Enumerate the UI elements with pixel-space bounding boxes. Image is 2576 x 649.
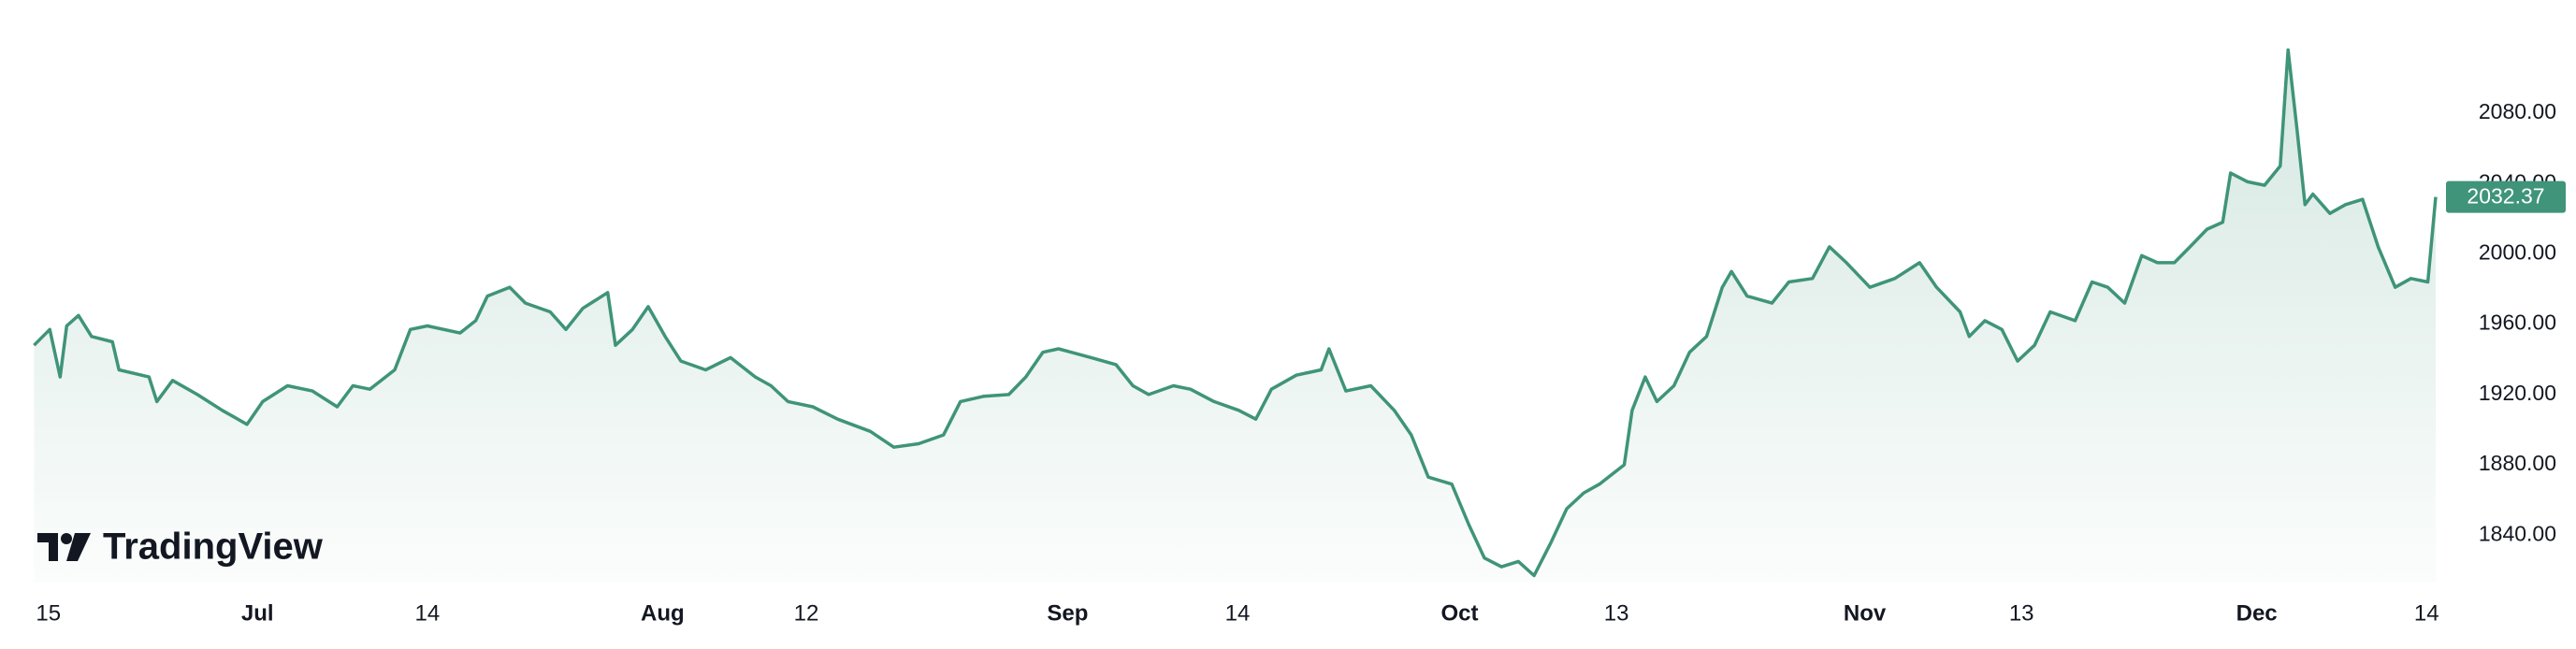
y-tick-label: 1960.00 (2479, 310, 2556, 335)
logo-text: TradingView (103, 526, 324, 568)
price-line (33, 48, 2438, 578)
x-tick-label: Sep (1047, 600, 1088, 626)
plot-area (33, 48, 2438, 583)
y-tick-label: 1880.00 (2479, 451, 2556, 475)
x-tick-label: Dec (2236, 600, 2278, 626)
logo-icon (66, 533, 91, 561)
x-tick-label: Jul (241, 600, 274, 626)
logo: TradingView (37, 526, 324, 568)
x-tick-label: 14 (2414, 600, 2439, 626)
y-tick-label: 2080.00 (2479, 99, 2556, 123)
x-tick-label: 15 (36, 600, 61, 626)
logo-icon (37, 533, 58, 561)
x-tick-label: Aug (641, 600, 685, 626)
y-tick-label: 1920.00 (2479, 381, 2556, 405)
x-tick-label: 14 (415, 600, 441, 626)
y-tick-label: 2000.00 (2479, 240, 2556, 265)
y-tick-label: 1840.00 (2479, 521, 2556, 545)
x-tick-label: Nov (1844, 600, 1887, 626)
price-badge (2446, 180, 2566, 213)
x-tick-label: 13 (2009, 600, 2034, 626)
x-tick-label: 12 (794, 600, 819, 626)
x-tick-label: 13 (1604, 600, 1629, 626)
x-tick-label: Oct (1440, 600, 1478, 626)
logo-icon (61, 533, 72, 544)
x-tick-label: 14 (1225, 600, 1251, 626)
price-badge-label: 2032.37 (2467, 184, 2544, 209)
area-fill (34, 50, 2437, 583)
